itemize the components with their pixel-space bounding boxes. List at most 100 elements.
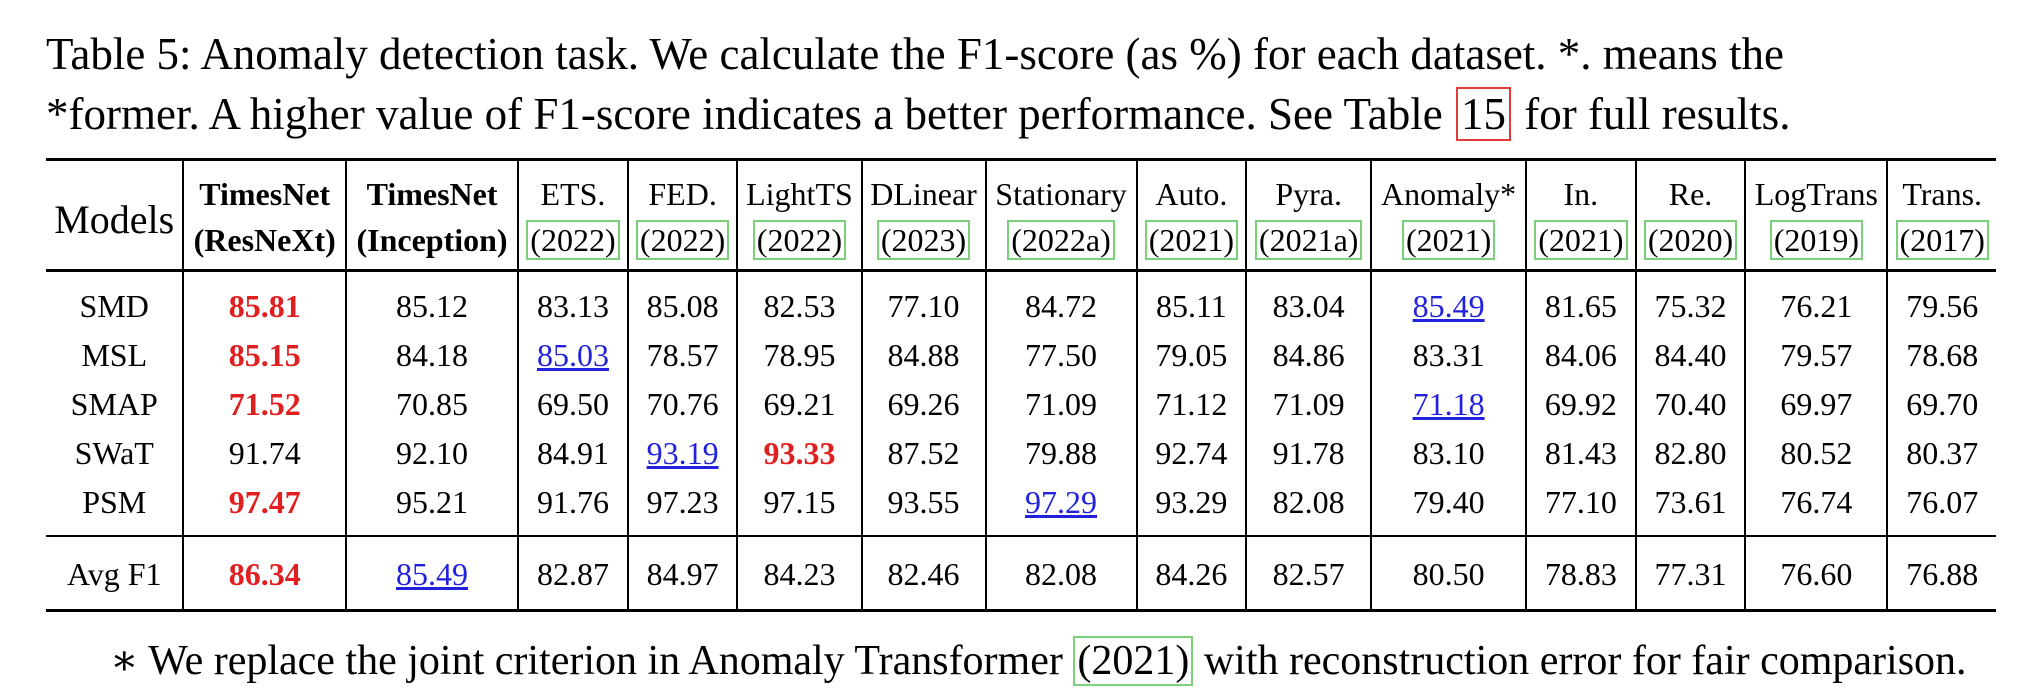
- f1-cell: 81.65: [1525, 270, 1636, 331]
- f1-cell: 93.33: [736, 429, 862, 478]
- table-row: MSL 85.15 84.18 85.03 78.57 78.95 84.88 …: [46, 331, 1996, 380]
- table-reference-link[interactable]: 15: [1456, 87, 1511, 141]
- f1-cell: 75.32: [1634, 270, 1746, 331]
- f1-cell: 69.92: [1525, 380, 1636, 429]
- f1-cell: 92.10: [344, 429, 519, 478]
- f1-cell: 83.13: [517, 270, 628, 331]
- model-name: ETS.: [517, 159, 628, 217]
- f1-cell: 83.10: [1370, 429, 1527, 478]
- citation-link[interactable]: (2021): [1534, 220, 1628, 260]
- model-name: Re.: [1634, 159, 1746, 217]
- f1-cell: 80.52: [1744, 429, 1888, 478]
- citation-link[interactable]: (2021): [1401, 220, 1496, 260]
- f1-cell: 78.95: [736, 331, 862, 380]
- f1-cell: 82.53: [736, 270, 862, 331]
- model-name: Auto.: [1135, 159, 1247, 217]
- dataset-label: SMAP: [70, 386, 158, 422]
- models-header: Models: [54, 197, 175, 242]
- f1-cell: 79.40: [1370, 478, 1527, 536]
- footnote-text-end: with reconstruction error for fair compa…: [1203, 638, 1967, 684]
- citation-link[interactable]: (2023): [876, 220, 971, 260]
- f1-cell: 79.57: [1744, 331, 1888, 380]
- avg-f1-cell: 76.60: [1744, 536, 1888, 611]
- avg-f1-cell: 77.31: [1634, 536, 1746, 611]
- anomaly-detection-table: Models TimesNet TimesNet ETS. FED. Light…: [46, 158, 1996, 612]
- f1-cell: 71.09: [1245, 380, 1372, 429]
- model-name: Anomaly*: [1370, 159, 1527, 217]
- avg-f1-cell: 82.57: [1245, 536, 1372, 611]
- f1-cell: 87.52: [860, 429, 986, 478]
- citation-link[interactable]: (2020): [1643, 220, 1738, 260]
- f1-cell: 77.50: [984, 331, 1137, 380]
- f1-cell: 69.21: [736, 380, 862, 429]
- f1-cell: 91.76: [517, 478, 628, 536]
- dataset-label: SWaT: [74, 435, 154, 471]
- model-year-cell: (2021): [1370, 217, 1527, 271]
- citation-link[interactable]: (2021): [1144, 220, 1238, 260]
- avg-f1-cell: 82.46: [860, 536, 986, 611]
- model-name: TimesNet: [344, 159, 519, 217]
- citation-link[interactable]: (2021): [1073, 636, 1194, 686]
- f1-cell: 71.12: [1135, 380, 1247, 429]
- table-row: SWaT 91.74 92.10 84.91 93.19 93.33 87.52…: [46, 429, 1996, 478]
- f1-cell: 93.55: [860, 478, 986, 536]
- f1-cell: 85.03: [517, 331, 628, 380]
- avg-f1-cell: 84.26: [1135, 536, 1247, 611]
- f1-cell: 70.76: [626, 380, 738, 429]
- model-variant: (ResNeXt): [182, 217, 346, 271]
- f1-cell: 83.31: [1370, 331, 1527, 380]
- model-name: TimesNet: [182, 159, 346, 217]
- model-name: Stationary: [984, 159, 1137, 217]
- avg-f1-cell: 80.50: [1370, 536, 1527, 611]
- model-year-cell: (2021a): [1245, 217, 1372, 271]
- dataset-label: Avg F1: [66, 556, 162, 592]
- f1-cell: 70.85: [344, 380, 519, 429]
- table-row: PSM 97.47 95.21 91.76 97.23 97.15 93.55 …: [46, 478, 1996, 536]
- caption-line-2: *former. A higher value of F1-score indi…: [46, 84, 2026, 144]
- model-year-cell: (2017): [1886, 217, 1996, 271]
- citation-link[interactable]: (2022): [635, 220, 730, 260]
- f1-cell: 77.10: [1525, 478, 1636, 536]
- f1-cell: 85.12: [344, 270, 519, 331]
- f1-cell: 84.18: [344, 331, 519, 380]
- citation-link[interactable]: (2022): [526, 220, 620, 260]
- avg-f1-cell: 85.49: [344, 536, 519, 611]
- avg-f1-cell: 82.87: [517, 536, 628, 611]
- f1-cell: 69.97: [1744, 380, 1888, 429]
- f1-cell: 85.08: [626, 270, 738, 331]
- f1-cell: 79.88: [984, 429, 1137, 478]
- model-year-cell: (2022): [626, 217, 738, 271]
- f1-cell: 79.56: [1886, 270, 1996, 331]
- table-row: SMD 85.81 85.12 83.13 85.08 82.53 77.10 …: [46, 270, 1996, 331]
- f1-cell: 69.70: [1886, 380, 1996, 429]
- model-year-cell: (2023): [860, 217, 986, 271]
- dataset-label: MSL: [81, 337, 148, 373]
- model-name: Pyra.: [1245, 159, 1372, 217]
- caption-line-2-end: for full results.: [1524, 89, 1791, 139]
- f1-cell: 84.91: [517, 429, 628, 478]
- f1-cell: 92.74: [1135, 429, 1247, 478]
- f1-cell: 73.61: [1634, 478, 1746, 536]
- f1-cell: 82.08: [1245, 478, 1372, 536]
- f1-cell: 69.26: [860, 380, 986, 429]
- citation-link[interactable]: (2017): [1895, 220, 1989, 260]
- citation-link[interactable]: (2021a): [1254, 220, 1363, 260]
- model-year-cell: (2021): [1135, 217, 1247, 271]
- avg-f1-cell: 84.97: [626, 536, 738, 611]
- f1-cell: 84.72: [984, 270, 1137, 331]
- f1-cell: 93.19: [626, 429, 738, 478]
- f1-cell: 76.07: [1886, 478, 1996, 536]
- citation-link[interactable]: (2022a): [1007, 220, 1115, 260]
- avg-f1-cell: 78.83: [1525, 536, 1636, 611]
- dataset-label: PSM: [82, 484, 147, 520]
- f1-cell: 85.11: [1135, 270, 1247, 331]
- footnote-text: ∗ We replace the joint criterion in Anom…: [110, 638, 1063, 684]
- citation-link[interactable]: (2019): [1769, 220, 1863, 260]
- model-name: DLinear: [860, 159, 986, 217]
- f1-cell: 79.05: [1135, 331, 1247, 380]
- model-name: LogTrans: [1744, 159, 1888, 217]
- avg-f1-cell: 84.23: [736, 536, 862, 611]
- f1-cell: 83.04: [1245, 270, 1372, 331]
- f1-cell: 78.68: [1886, 331, 1996, 380]
- citation-link[interactable]: (2022): [752, 220, 847, 260]
